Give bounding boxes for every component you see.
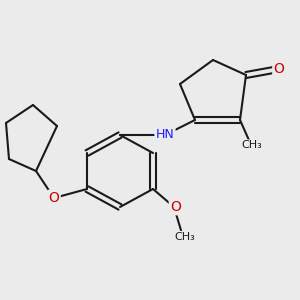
Text: CH₃: CH₃ — [174, 232, 195, 242]
Text: CH₃: CH₃ — [242, 140, 262, 151]
Text: HN: HN — [156, 128, 174, 142]
Text: O: O — [49, 191, 59, 205]
Text: O: O — [170, 200, 181, 214]
Text: O: O — [274, 62, 284, 76]
